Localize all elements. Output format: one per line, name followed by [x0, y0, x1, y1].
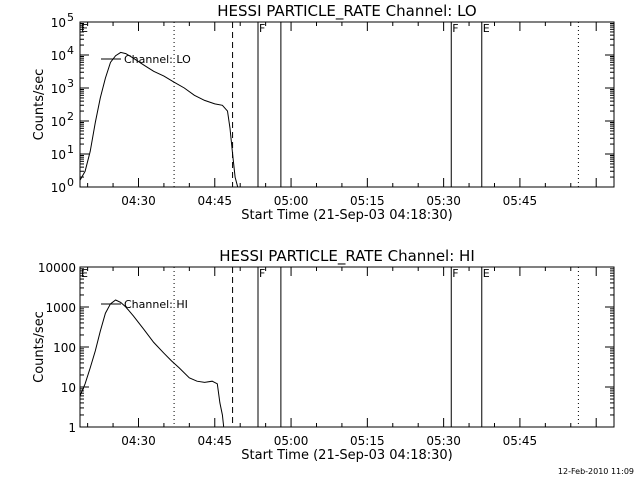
chart-title: HESSI PARTICLE_RATE Channel: LO: [217, 2, 476, 21]
marker-letter: E: [483, 267, 490, 280]
legend-label: Channel: HI: [124, 298, 188, 311]
y-tick-exponent: 0: [67, 176, 74, 189]
marker-letter: F: [259, 22, 265, 35]
y-tick-exponent: 5: [67, 11, 74, 24]
y-tick-label: 10: [51, 181, 66, 195]
plot-frame: [79, 21, 615, 188]
x-tick-label: 04:30: [121, 194, 156, 208]
legend-label: Channel: LO: [124, 53, 191, 66]
x-tick-label: 04:45: [197, 194, 232, 208]
x-tick-label: 05:00: [274, 434, 309, 448]
y-tick-label: 10: [51, 115, 66, 129]
y-tick-label: 10000: [38, 261, 76, 275]
y-tick-label: 100: [53, 341, 76, 355]
marker-letter: E: [81, 22, 88, 35]
y-tick-label: 1000: [45, 301, 76, 315]
marker-letter: F: [259, 267, 265, 280]
series-line: [79, 51, 239, 188]
y-axis-label: Counts/sec: [32, 69, 47, 141]
footer-timestamp: 12-Feb-2010 11:09: [558, 467, 634, 476]
y-tick-label: 10: [51, 148, 66, 162]
x-tick-label: 05:30: [426, 434, 461, 448]
x-axis-label: Start Time (21-Sep-03 04:18:30): [241, 448, 452, 463]
x-tick-label: 05:45: [503, 434, 538, 448]
marker-letter: E: [483, 22, 490, 35]
y-tick-label: 10: [51, 49, 66, 63]
y-tick-exponent: 3: [67, 77, 74, 90]
plot-frame: [79, 266, 615, 428]
x-tick-label: 04:45: [197, 434, 232, 448]
series-line: [79, 299, 225, 428]
x-tick-label: 05:15: [350, 434, 385, 448]
y-tick-label: 1: [68, 421, 76, 435]
y-tick-label: 10: [61, 381, 76, 395]
marker-letter: F: [452, 267, 458, 280]
x-tick-label: 05:15: [350, 194, 385, 208]
y-axis-label: Counts/sec: [32, 311, 47, 383]
marker-letter: F: [452, 22, 458, 35]
y-tick-exponent: 2: [67, 110, 74, 123]
y-tick-exponent: 4: [67, 44, 74, 57]
x-tick-label: 04:30: [121, 434, 156, 448]
panel-2: HESSI PARTICLE_RATE Channel: HI 1 10 100 100…: [32, 247, 615, 463]
chart-title: HESSI PARTICLE_RATE Channel: HI: [219, 247, 475, 266]
x-tick-label: 05:00: [274, 194, 309, 208]
y-tick-label: 10: [51, 82, 66, 96]
x-axis-label: Start Time (21-Sep-03 04:18:30): [241, 208, 452, 223]
y-tick-label: 10: [51, 16, 66, 30]
marker-letter: E: [81, 267, 88, 280]
x-tick-label: 05:30: [426, 194, 461, 208]
x-tick-label: 05:45: [503, 194, 538, 208]
y-tick-exponent: 1: [67, 143, 74, 156]
